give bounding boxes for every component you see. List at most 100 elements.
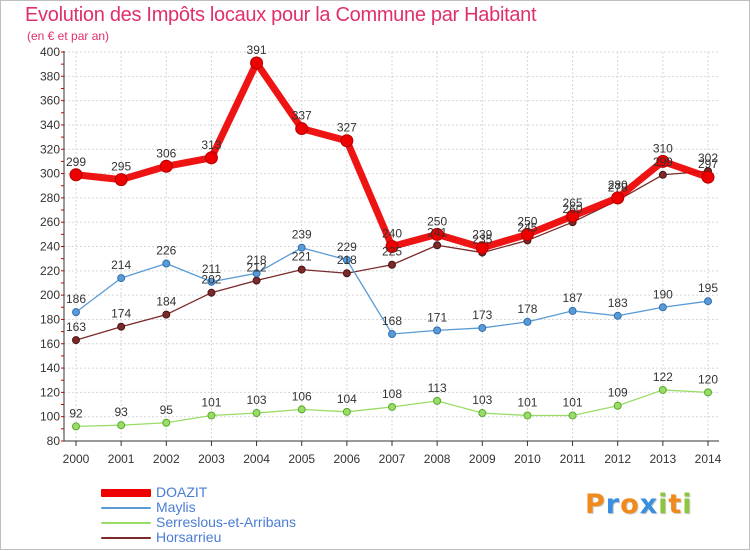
data-label: 218: [247, 253, 267, 267]
data-point: [704, 297, 712, 306]
data-point: [72, 336, 80, 345]
data-label: 103: [472, 393, 492, 407]
y-tick-label: 140: [40, 361, 60, 375]
data-label: 103: [247, 393, 267, 407]
data-point: [297, 405, 306, 414]
data-label: 95: [160, 403, 174, 417]
data-label: 278: [608, 180, 628, 194]
data-point: [117, 421, 126, 430]
data-point: [433, 326, 442, 335]
y-tick-label: 360: [40, 94, 60, 108]
y-tick-label: 380: [40, 69, 60, 83]
y-tick-label: 260: [40, 215, 60, 229]
legend-label: Horsarrieu: [156, 529, 222, 545]
data-point: [388, 330, 396, 339]
data-point: [162, 310, 171, 319]
proxiti-logo: Proxiti: [585, 489, 693, 520]
y-tick-label: 280: [40, 191, 60, 205]
data-point: [252, 276, 261, 285]
legend-label: Serreslous-et-Arribans: [156, 514, 297, 530]
x-tick-label: 2008: [424, 452, 451, 466]
data-label: 187: [563, 291, 583, 305]
data-label: 211: [202, 262, 221, 276]
legend-label: DOAZIT: [156, 484, 208, 500]
data-label: 299: [66, 155, 86, 169]
data-label: 218: [337, 253, 357, 267]
data-point: [611, 191, 625, 205]
x-tick-label: 2014: [695, 452, 722, 466]
data-label: 391: [247, 43, 267, 57]
data-label: 122: [653, 370, 673, 384]
data-point: [475, 241, 489, 255]
data-label: 245: [517, 220, 537, 234]
data-label: 195: [698, 281, 718, 295]
data-label: 229: [337, 240, 357, 254]
data-label: 202: [201, 273, 221, 287]
data-point: [433, 396, 442, 405]
data-point: [658, 385, 667, 394]
data-point: [297, 265, 306, 274]
x-tick-label: 2006: [334, 452, 361, 466]
x-tick-label: 2012: [604, 452, 631, 466]
data-point: [658, 170, 667, 179]
data-point: [520, 227, 534, 241]
data-point: [568, 411, 577, 420]
data-label: 337: [292, 109, 312, 123]
data-point: [252, 409, 261, 418]
data-point: [72, 422, 80, 431]
data-label: 190: [653, 287, 673, 301]
data-label: 120: [698, 372, 718, 386]
data-label: 280: [608, 178, 628, 192]
data-point: [701, 170, 715, 184]
x-tick-label: 2003: [198, 452, 225, 466]
data-point: [656, 154, 670, 168]
x-tick-label: 2001: [108, 452, 135, 466]
data-label: 299: [653, 155, 673, 169]
y-tick-label: 320: [40, 142, 60, 156]
y-tick-label: 160: [40, 337, 60, 351]
y-tick-label: 300: [40, 167, 60, 181]
legend-swatch: [101, 522, 151, 524]
data-label: 109: [608, 386, 628, 400]
data-label: 101: [563, 395, 583, 409]
x-tick-label: 2007: [379, 452, 406, 466]
legend-swatch: [101, 507, 151, 509]
data-label: 163: [66, 320, 86, 334]
data-point: [114, 173, 128, 187]
data-point: [478, 409, 487, 418]
x-tick-label: 2002: [153, 452, 180, 466]
data-label: 239: [472, 228, 492, 242]
data-label: 241: [427, 225, 447, 239]
data-point: [159, 159, 173, 173]
legend-label: Maylis: [156, 499, 196, 515]
y-tick-label: 240: [40, 240, 60, 254]
y-tick-label: 180: [40, 312, 60, 326]
data-point: [342, 255, 351, 264]
data-label: 221: [292, 250, 312, 264]
y-tick-label: 400: [40, 45, 60, 59]
data-label: 235: [472, 233, 492, 247]
data-point: [566, 209, 580, 223]
data-label: 295: [111, 160, 131, 174]
y-tick-label: 80: [47, 434, 61, 448]
data-label: 113: [428, 381, 447, 395]
data-point: [388, 402, 396, 411]
y-tick-label: 100: [40, 410, 60, 424]
x-tick-label: 2005: [288, 452, 315, 466]
y-tick-label: 220: [40, 264, 60, 278]
data-point: [297, 243, 306, 252]
data-point: [204, 151, 218, 165]
x-tick-label: 2013: [650, 452, 677, 466]
data-point: [207, 277, 216, 286]
data-point: [162, 418, 171, 427]
data-point: [340, 134, 354, 148]
data-label: 212: [247, 261, 267, 275]
data-point: [613, 311, 622, 320]
data-label: 178: [517, 302, 537, 316]
data-point: [342, 269, 351, 278]
legend-swatch: [101, 489, 151, 497]
data-point: [523, 411, 532, 420]
data-label: 313: [201, 138, 221, 152]
